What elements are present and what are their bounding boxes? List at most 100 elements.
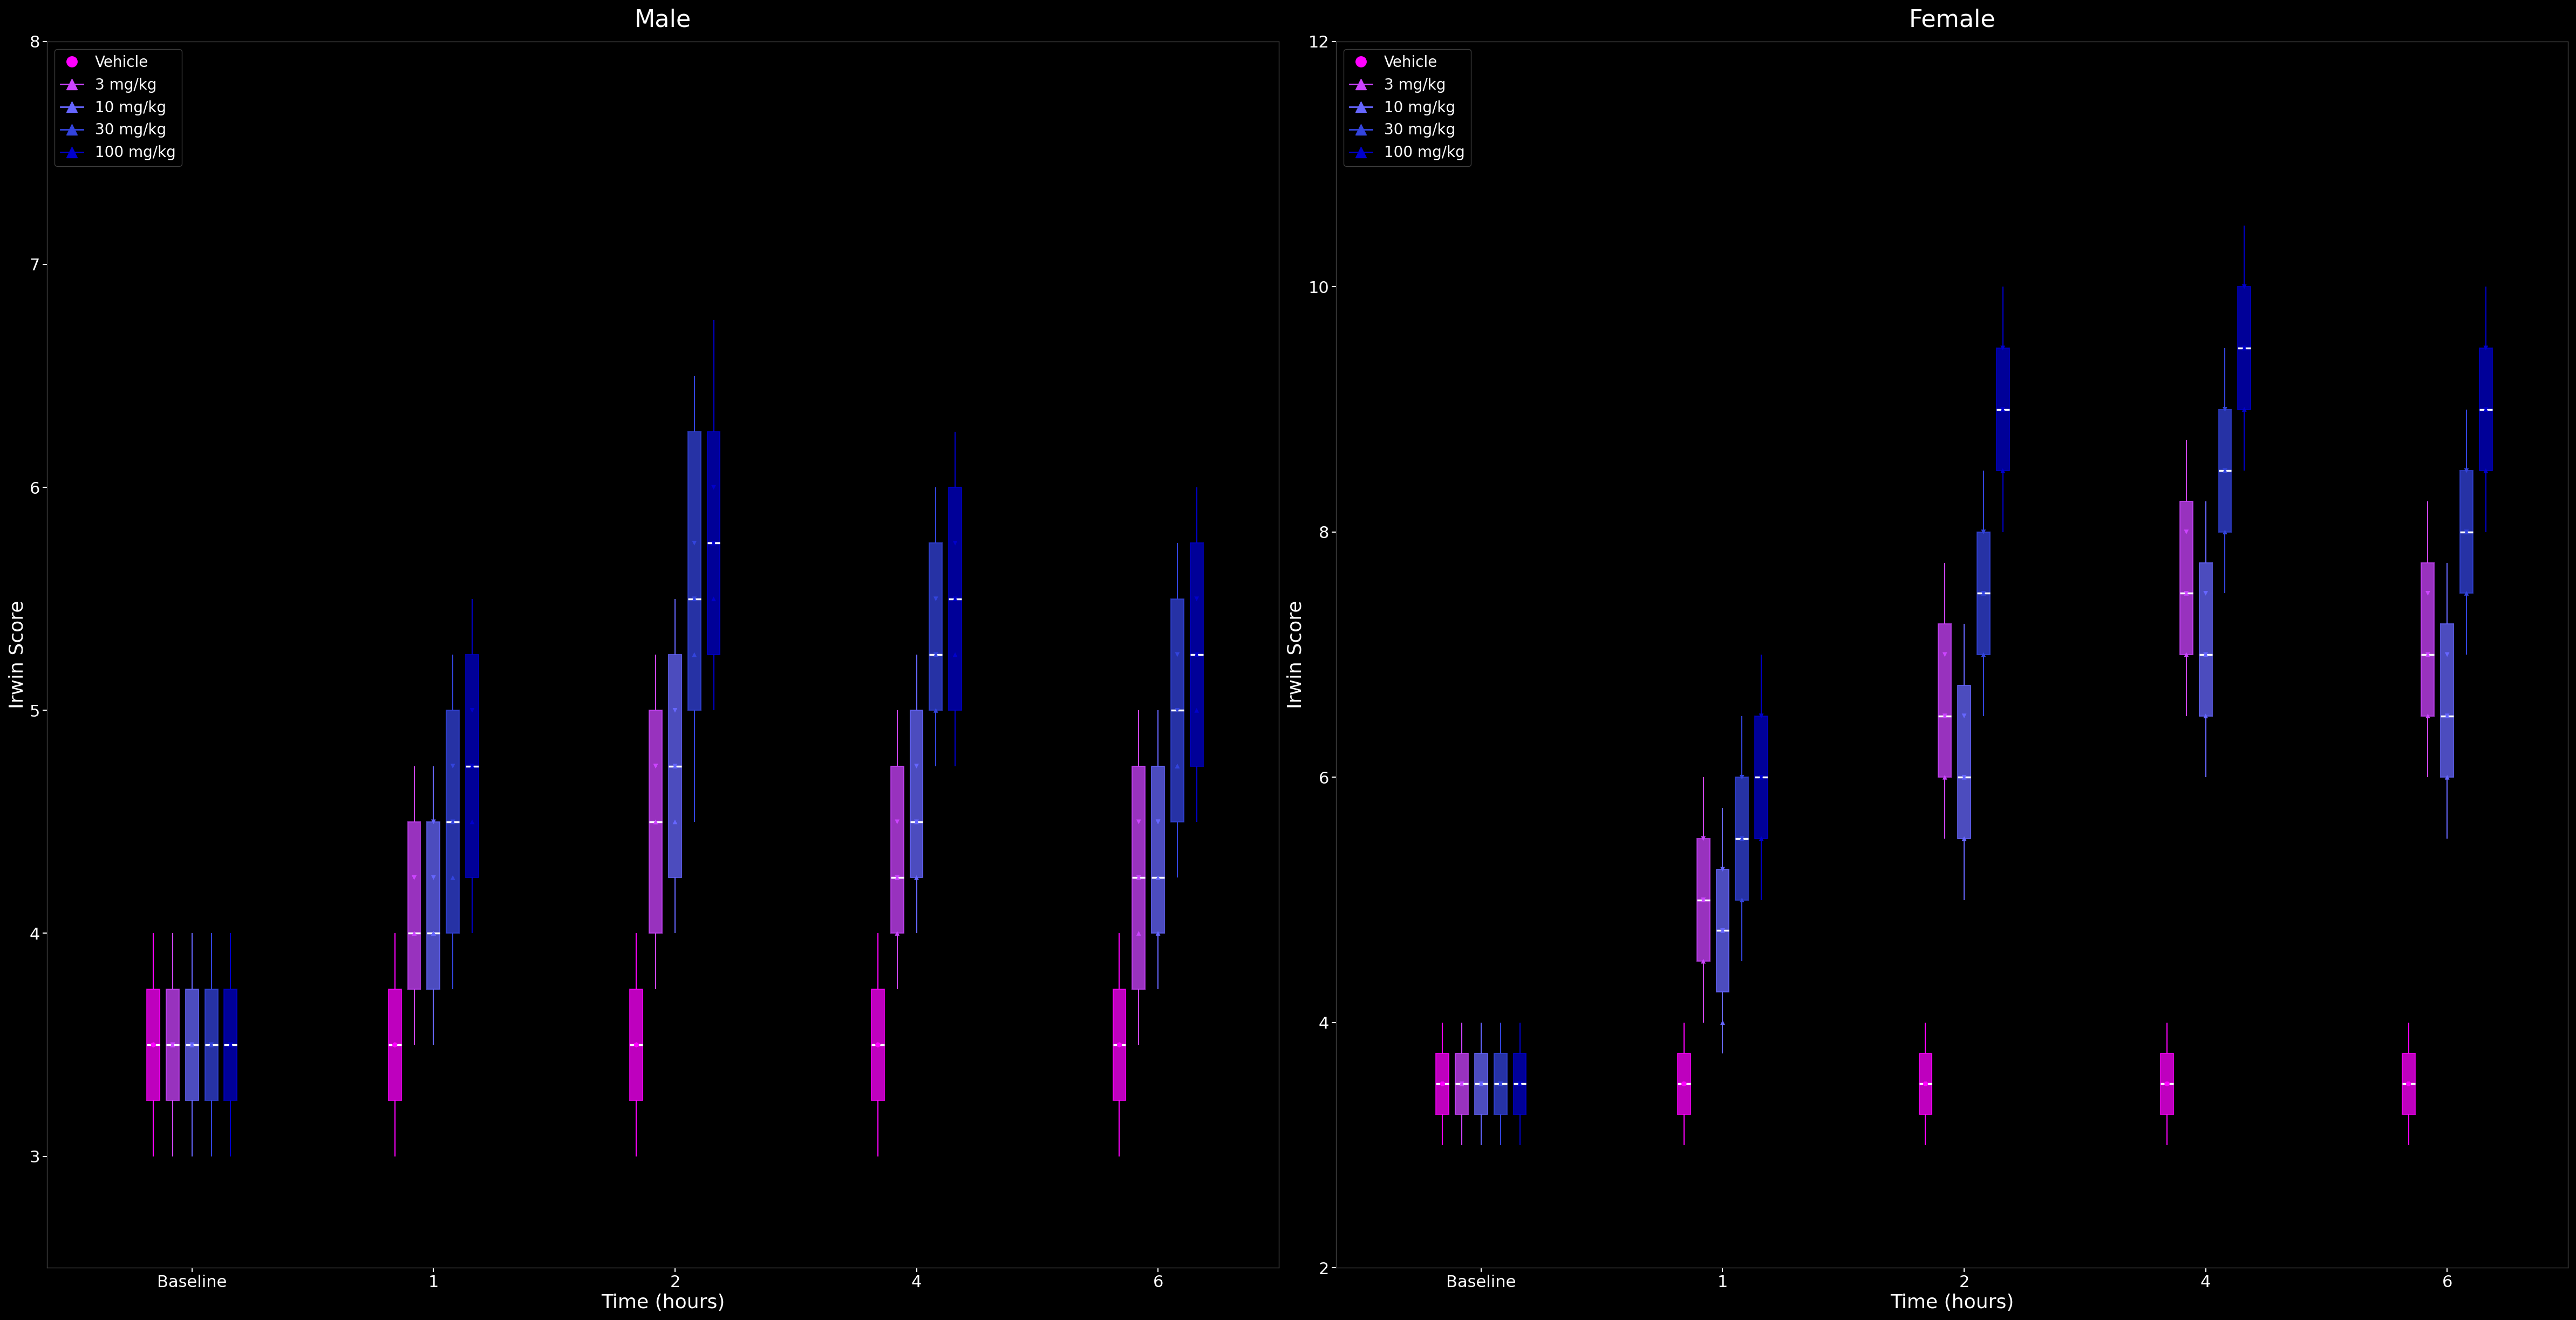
Title: Female: Female	[1909, 8, 1996, 32]
Point	[1682, 890, 1723, 911]
Point	[2388, 1073, 2429, 1094]
Point	[675, 589, 716, 610]
Point	[1118, 867, 1159, 888]
Point	[2406, 705, 2447, 726]
Point	[1904, 1073, 1945, 1094]
Point	[433, 812, 474, 833]
Bar	[147, 989, 160, 1101]
Point	[1721, 767, 1762, 788]
Point	[1981, 461, 2022, 482]
Point	[2205, 399, 2246, 420]
Point	[654, 700, 696, 721]
Point	[191, 1035, 232, 1056]
Point	[914, 589, 956, 610]
Point	[896, 867, 938, 888]
Bar	[2200, 562, 2213, 715]
Point	[1981, 338, 2022, 359]
Point	[1157, 644, 1198, 665]
Bar	[389, 989, 402, 1101]
Point	[412, 923, 453, 944]
Point	[1440, 1073, 1481, 1094]
Point	[2427, 705, 2468, 726]
Point	[1924, 644, 1965, 665]
Bar	[1133, 766, 1146, 989]
Bar	[1958, 685, 1971, 838]
Point	[1499, 1073, 1540, 1094]
Point	[1479, 1073, 1520, 1094]
Bar	[2161, 1053, 2174, 1114]
Point	[374, 1035, 415, 1056]
Bar	[670, 655, 683, 878]
Point	[1924, 705, 1965, 726]
Point	[1963, 582, 2004, 603]
Point	[1741, 767, 1783, 788]
Point	[1440, 1073, 1481, 1094]
Point	[1703, 920, 1744, 941]
Point	[616, 1035, 657, 1056]
Point	[2184, 582, 2226, 603]
Point	[654, 755, 696, 776]
Point	[2205, 461, 2246, 482]
Bar	[428, 822, 440, 989]
Bar	[1996, 348, 2009, 471]
Point	[1422, 1073, 1463, 1094]
Point	[2166, 582, 2208, 603]
Point	[675, 644, 716, 665]
Point	[412, 867, 453, 888]
Bar	[2478, 348, 2491, 471]
Point	[1440, 1073, 1481, 1094]
Bar	[407, 822, 420, 989]
Bar	[1190, 543, 1203, 766]
Point	[2465, 338, 2506, 359]
Point	[1682, 890, 1723, 911]
Point	[2146, 1073, 2187, 1094]
Point	[2205, 461, 2246, 482]
Bar	[1113, 989, 1126, 1101]
Point	[1904, 1073, 1945, 1094]
Point	[675, 532, 716, 553]
Bar	[688, 432, 701, 710]
Point	[1499, 1073, 1540, 1094]
Point	[1100, 1035, 1141, 1056]
Point	[2146, 1073, 2187, 1094]
Bar	[948, 487, 961, 710]
Bar	[1455, 1053, 1468, 1114]
Point	[896, 812, 938, 833]
Point	[1963, 582, 2004, 603]
Point	[1981, 399, 2022, 420]
Point	[1904, 1073, 1945, 1094]
Y-axis label: Irwin Score: Irwin Score	[1288, 601, 1306, 709]
Title: Male: Male	[634, 8, 690, 32]
Legend: Vehicle, 3 mg/kg, 10 mg/kg, 30 mg/kg, 100 mg/kg: Vehicle, 3 mg/kg, 10 mg/kg, 30 mg/kg, 10…	[1345, 49, 1471, 166]
Point	[876, 812, 917, 833]
Point	[134, 1035, 175, 1056]
Point	[1499, 1073, 1540, 1094]
Point	[1904, 1073, 1945, 1094]
Point	[2427, 705, 2468, 726]
Point	[2166, 644, 2208, 665]
Legend: Vehicle, 3 mg/kg, 10 mg/kg, 30 mg/kg, 100 mg/kg: Vehicle, 3 mg/kg, 10 mg/kg, 30 mg/kg, 10…	[54, 49, 183, 166]
Bar	[2218, 409, 2231, 532]
Point	[1139, 867, 1180, 888]
Point	[2465, 461, 2506, 482]
Point	[693, 532, 734, 553]
Point	[134, 1035, 175, 1056]
Point	[191, 1035, 232, 1056]
Bar	[2239, 286, 2251, 409]
Point	[636, 812, 677, 833]
Bar	[1736, 777, 1749, 900]
Bar	[2460, 471, 2473, 593]
Bar	[1919, 1053, 1932, 1114]
Bar	[1473, 1053, 1486, 1114]
Point	[876, 867, 917, 888]
Bar	[466, 655, 479, 878]
Point	[374, 1035, 415, 1056]
Point	[1664, 1073, 1705, 1094]
Point	[2465, 399, 2506, 420]
Point	[2406, 644, 2447, 665]
Point	[1157, 755, 1198, 776]
Point	[914, 644, 956, 665]
Point	[1157, 700, 1198, 721]
Point	[2223, 276, 2264, 297]
Point	[2184, 705, 2226, 726]
